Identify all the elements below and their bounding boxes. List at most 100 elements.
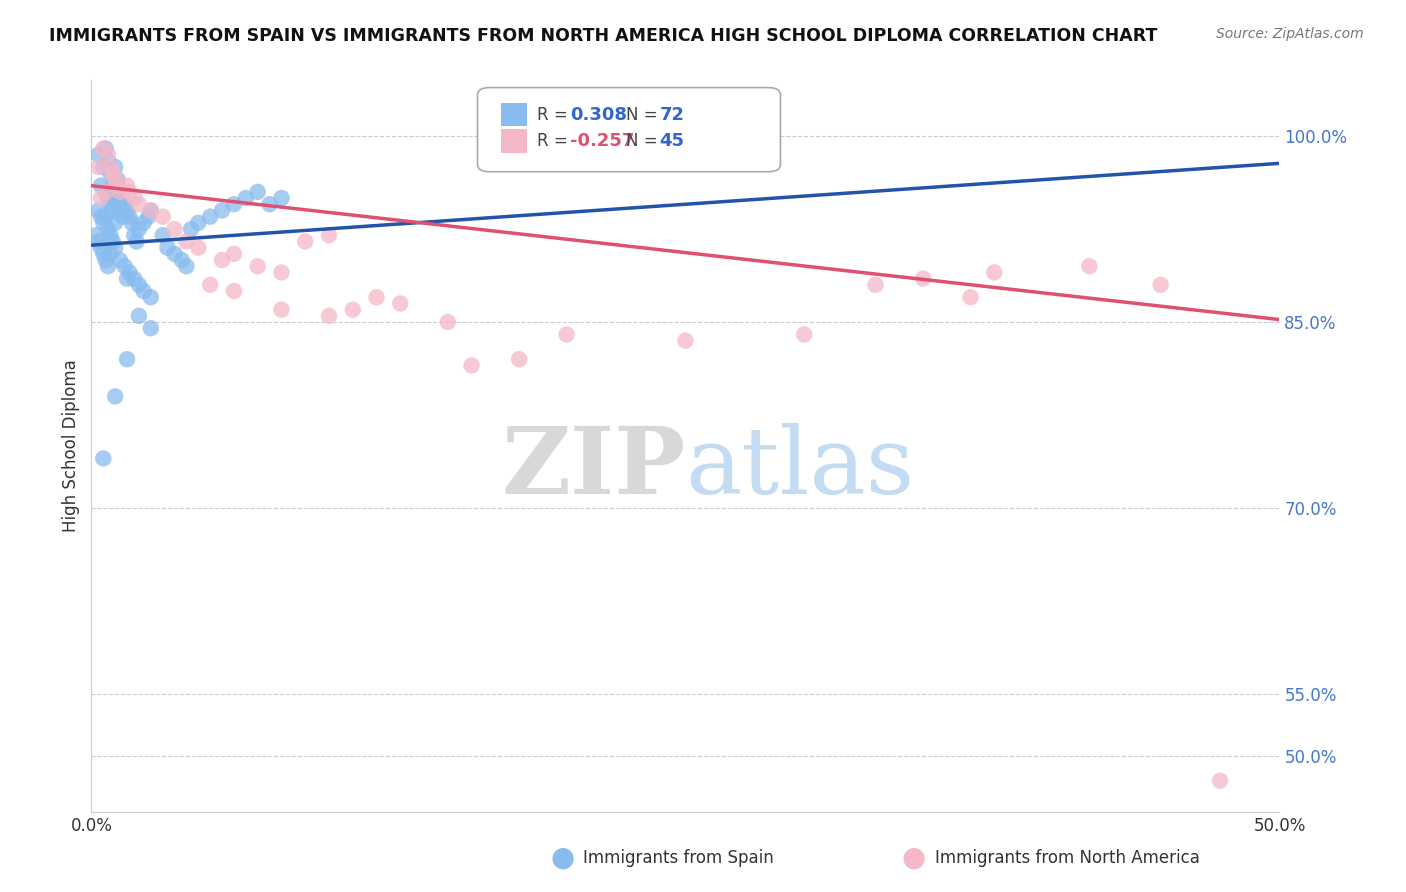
Point — [104, 160, 127, 174]
Point — [270, 265, 292, 279]
Point — [108, 197, 131, 211]
Point — [200, 277, 222, 292]
Point — [100, 197, 122, 211]
Point — [90, 191, 112, 205]
Text: Immigrants from North America: Immigrants from North America — [935, 849, 1199, 867]
Text: ●: ● — [550, 844, 575, 872]
Point — [91, 451, 114, 466]
Point — [104, 172, 127, 186]
Point — [114, 197, 136, 211]
Point — [163, 247, 186, 261]
Text: Immigrants from Spain: Immigrants from Spain — [583, 849, 775, 867]
Point — [111, 210, 134, 224]
Point — [108, 185, 131, 199]
Point — [270, 302, 292, 317]
Point — [436, 315, 458, 329]
Point — [101, 235, 124, 249]
Point — [91, 216, 114, 230]
Bar — [502, 103, 527, 127]
Point — [90, 210, 112, 224]
Point — [211, 203, 233, 218]
Point — [222, 284, 245, 298]
Point — [865, 277, 887, 292]
Text: N =: N = — [626, 132, 662, 150]
Point — [1209, 773, 1232, 788]
Point — [673, 334, 696, 348]
Point — [107, 185, 129, 199]
Point — [114, 259, 136, 273]
Point — [318, 228, 340, 243]
Point — [187, 241, 209, 255]
Point — [139, 290, 162, 304]
Point — [122, 271, 145, 285]
Point — [128, 197, 150, 211]
Text: N =: N = — [626, 105, 662, 124]
Point — [270, 191, 292, 205]
Point — [125, 235, 148, 249]
Text: 0.308: 0.308 — [571, 105, 627, 124]
Point — [101, 203, 124, 218]
Point — [122, 191, 145, 205]
Point — [97, 259, 120, 273]
Point — [139, 203, 162, 218]
Point — [87, 160, 110, 174]
Point — [222, 247, 245, 261]
Point — [94, 253, 117, 268]
Bar — [502, 129, 527, 153]
Text: Source: ZipAtlas.com: Source: ZipAtlas.com — [1216, 27, 1364, 41]
Point — [128, 222, 150, 236]
Text: -0.257: -0.257 — [571, 132, 634, 150]
Point — [555, 327, 578, 342]
Text: R =: R = — [537, 132, 572, 150]
Text: ZIP: ZIP — [501, 423, 685, 513]
Point — [107, 172, 129, 186]
Point — [115, 178, 138, 193]
Point — [152, 228, 174, 243]
Text: ●: ● — [901, 844, 927, 872]
Point — [94, 185, 117, 199]
Point — [118, 265, 141, 279]
Point — [104, 389, 127, 403]
Point — [200, 210, 222, 224]
Point — [97, 147, 120, 161]
Point — [104, 241, 127, 255]
Point — [100, 228, 122, 243]
Point — [139, 203, 162, 218]
Point — [246, 185, 269, 199]
Point — [983, 265, 1005, 279]
Point — [163, 222, 186, 236]
Point — [90, 241, 112, 255]
Point — [132, 284, 155, 298]
Point — [101, 166, 124, 180]
Point — [128, 309, 150, 323]
Point — [90, 178, 112, 193]
Point — [118, 210, 141, 224]
Point — [156, 241, 179, 255]
Point — [97, 191, 120, 205]
Point — [132, 216, 155, 230]
Point — [211, 253, 233, 268]
Point — [84, 228, 107, 243]
Point — [911, 271, 934, 285]
Point — [508, 352, 530, 367]
Point — [87, 203, 110, 218]
Point — [366, 290, 388, 304]
Point — [152, 210, 174, 224]
Point — [97, 153, 120, 168]
Text: atlas: atlas — [685, 423, 915, 513]
Point — [342, 302, 364, 317]
Point — [187, 216, 209, 230]
Point — [97, 222, 120, 236]
Point — [460, 359, 482, 373]
Point — [104, 216, 127, 230]
Point — [108, 203, 131, 218]
Point — [101, 178, 124, 193]
Point — [128, 277, 150, 292]
Point — [91, 160, 114, 174]
Point — [115, 352, 138, 367]
Point — [793, 327, 815, 342]
Point — [115, 203, 138, 218]
Point — [100, 166, 122, 180]
Point — [138, 210, 160, 224]
Text: 72: 72 — [659, 105, 685, 124]
